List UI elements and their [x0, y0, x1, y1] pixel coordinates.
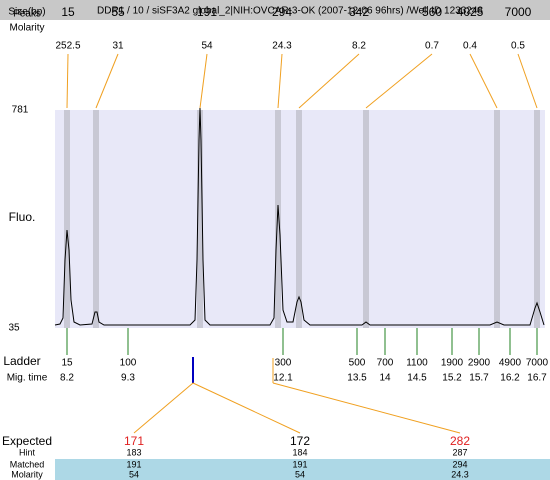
hint: 287	[452, 447, 467, 457]
mig-label: Mig. time	[7, 373, 48, 384]
ladder-mig: 14.5	[407, 373, 427, 384]
peak-band	[296, 110, 302, 328]
ladder-size: 4900	[499, 358, 522, 369]
ladder-size: 1900	[441, 358, 464, 369]
hint: 183	[126, 447, 141, 457]
peak-size: 15	[61, 5, 75, 19]
peak-leader	[277, 53, 283, 109]
matched: 191	[292, 459, 307, 469]
peak-molarity: 0.4	[463, 41, 477, 52]
ladder-size: 300	[275, 358, 292, 369]
ladder-mig: 14	[379, 373, 391, 384]
peak-band	[494, 110, 500, 328]
ladder-size: 7000	[526, 358, 549, 369]
peak-leader	[517, 53, 538, 109]
peak-molarity: 31	[112, 41, 124, 52]
ladder-mig: 16.2	[500, 373, 520, 384]
ladder-mig: 13.5	[347, 373, 367, 384]
ladder-mig: 15.7	[469, 373, 489, 384]
expected-size: 172	[290, 434, 310, 448]
expected-size: 171	[124, 434, 144, 448]
ladder-size: 1100	[406, 358, 428, 369]
peak-size: 342	[349, 5, 369, 19]
ladder-label: Ladder	[3, 354, 40, 368]
molarity: 54	[295, 469, 305, 479]
peak-band	[64, 110, 70, 328]
hint-label: Hint	[19, 447, 36, 457]
peak-leader	[199, 53, 208, 109]
peak-band	[275, 110, 281, 328]
peak-band	[534, 110, 540, 328]
size-label: Size(bp)	[8, 7, 45, 18]
peak-molarity: 54	[201, 41, 213, 52]
peaks-label: Peaks	[13, 9, 41, 20]
y-max-label: 781	[12, 105, 29, 116]
y-axis-label: Fluo.	[9, 210, 36, 224]
hint: 184	[292, 447, 307, 457]
peak-leader	[298, 53, 360, 109]
ladder-size: 2900	[468, 358, 491, 369]
ladder-mig: 9.3	[121, 373, 135, 384]
ladder-size: 700	[377, 358, 394, 369]
peak-molarity: 24.3	[272, 41, 292, 52]
matched-label: Matched	[10, 459, 45, 469]
molarity: 24.3	[451, 469, 469, 479]
peak-leader	[365, 53, 433, 109]
matched: 191	[126, 459, 141, 469]
leader-line	[192, 382, 301, 434]
peak-size: 294	[272, 5, 292, 19]
title: DDR1 / 10 / siSF3A2 global_2|NIH:OVCAR-3…	[97, 6, 483, 17]
matched: 294	[452, 459, 467, 469]
y-min-label: 35	[8, 323, 20, 334]
peak-leader	[66, 53, 69, 109]
ladder-size: 15	[61, 358, 73, 369]
ladder-mig: 8.2	[60, 373, 74, 384]
expected-size: 282	[450, 434, 470, 448]
peak-molarity: 8.2	[352, 41, 366, 52]
expected-label: Expected	[2, 434, 52, 448]
ladder-mig: 12.1	[273, 373, 293, 384]
peak-molarity: 0.5	[511, 41, 525, 52]
peak-band	[93, 110, 99, 328]
ladder-mig: 15.2	[442, 373, 462, 384]
molarity-label: Molarity	[9, 23, 44, 34]
leader-line	[133, 382, 194, 434]
molarity: 54	[129, 469, 139, 479]
ladder-mig: 16.7	[527, 373, 547, 384]
peak-size: 55	[111, 5, 125, 19]
ladder-size: 500	[349, 358, 366, 369]
peak-leader	[95, 53, 119, 109]
trace	[54, 107, 545, 326]
ladder-size: 100	[120, 358, 137, 369]
peak-band	[197, 110, 203, 328]
peak-size: 191	[197, 5, 217, 19]
peak-size: 560	[422, 5, 442, 19]
title-bar	[0, 0, 550, 20]
peak-band	[363, 110, 369, 328]
leader-line	[272, 382, 461, 434]
matched-band	[55, 459, 550, 480]
molarity-row-label: Molarity	[11, 469, 43, 479]
peak-leader	[469, 53, 498, 109]
peak-molarity: 0.7	[425, 41, 439, 52]
peak-molarity: 252.5	[55, 41, 80, 52]
peak-size: 7000	[505, 5, 532, 19]
peak-size: 4025	[457, 5, 484, 19]
